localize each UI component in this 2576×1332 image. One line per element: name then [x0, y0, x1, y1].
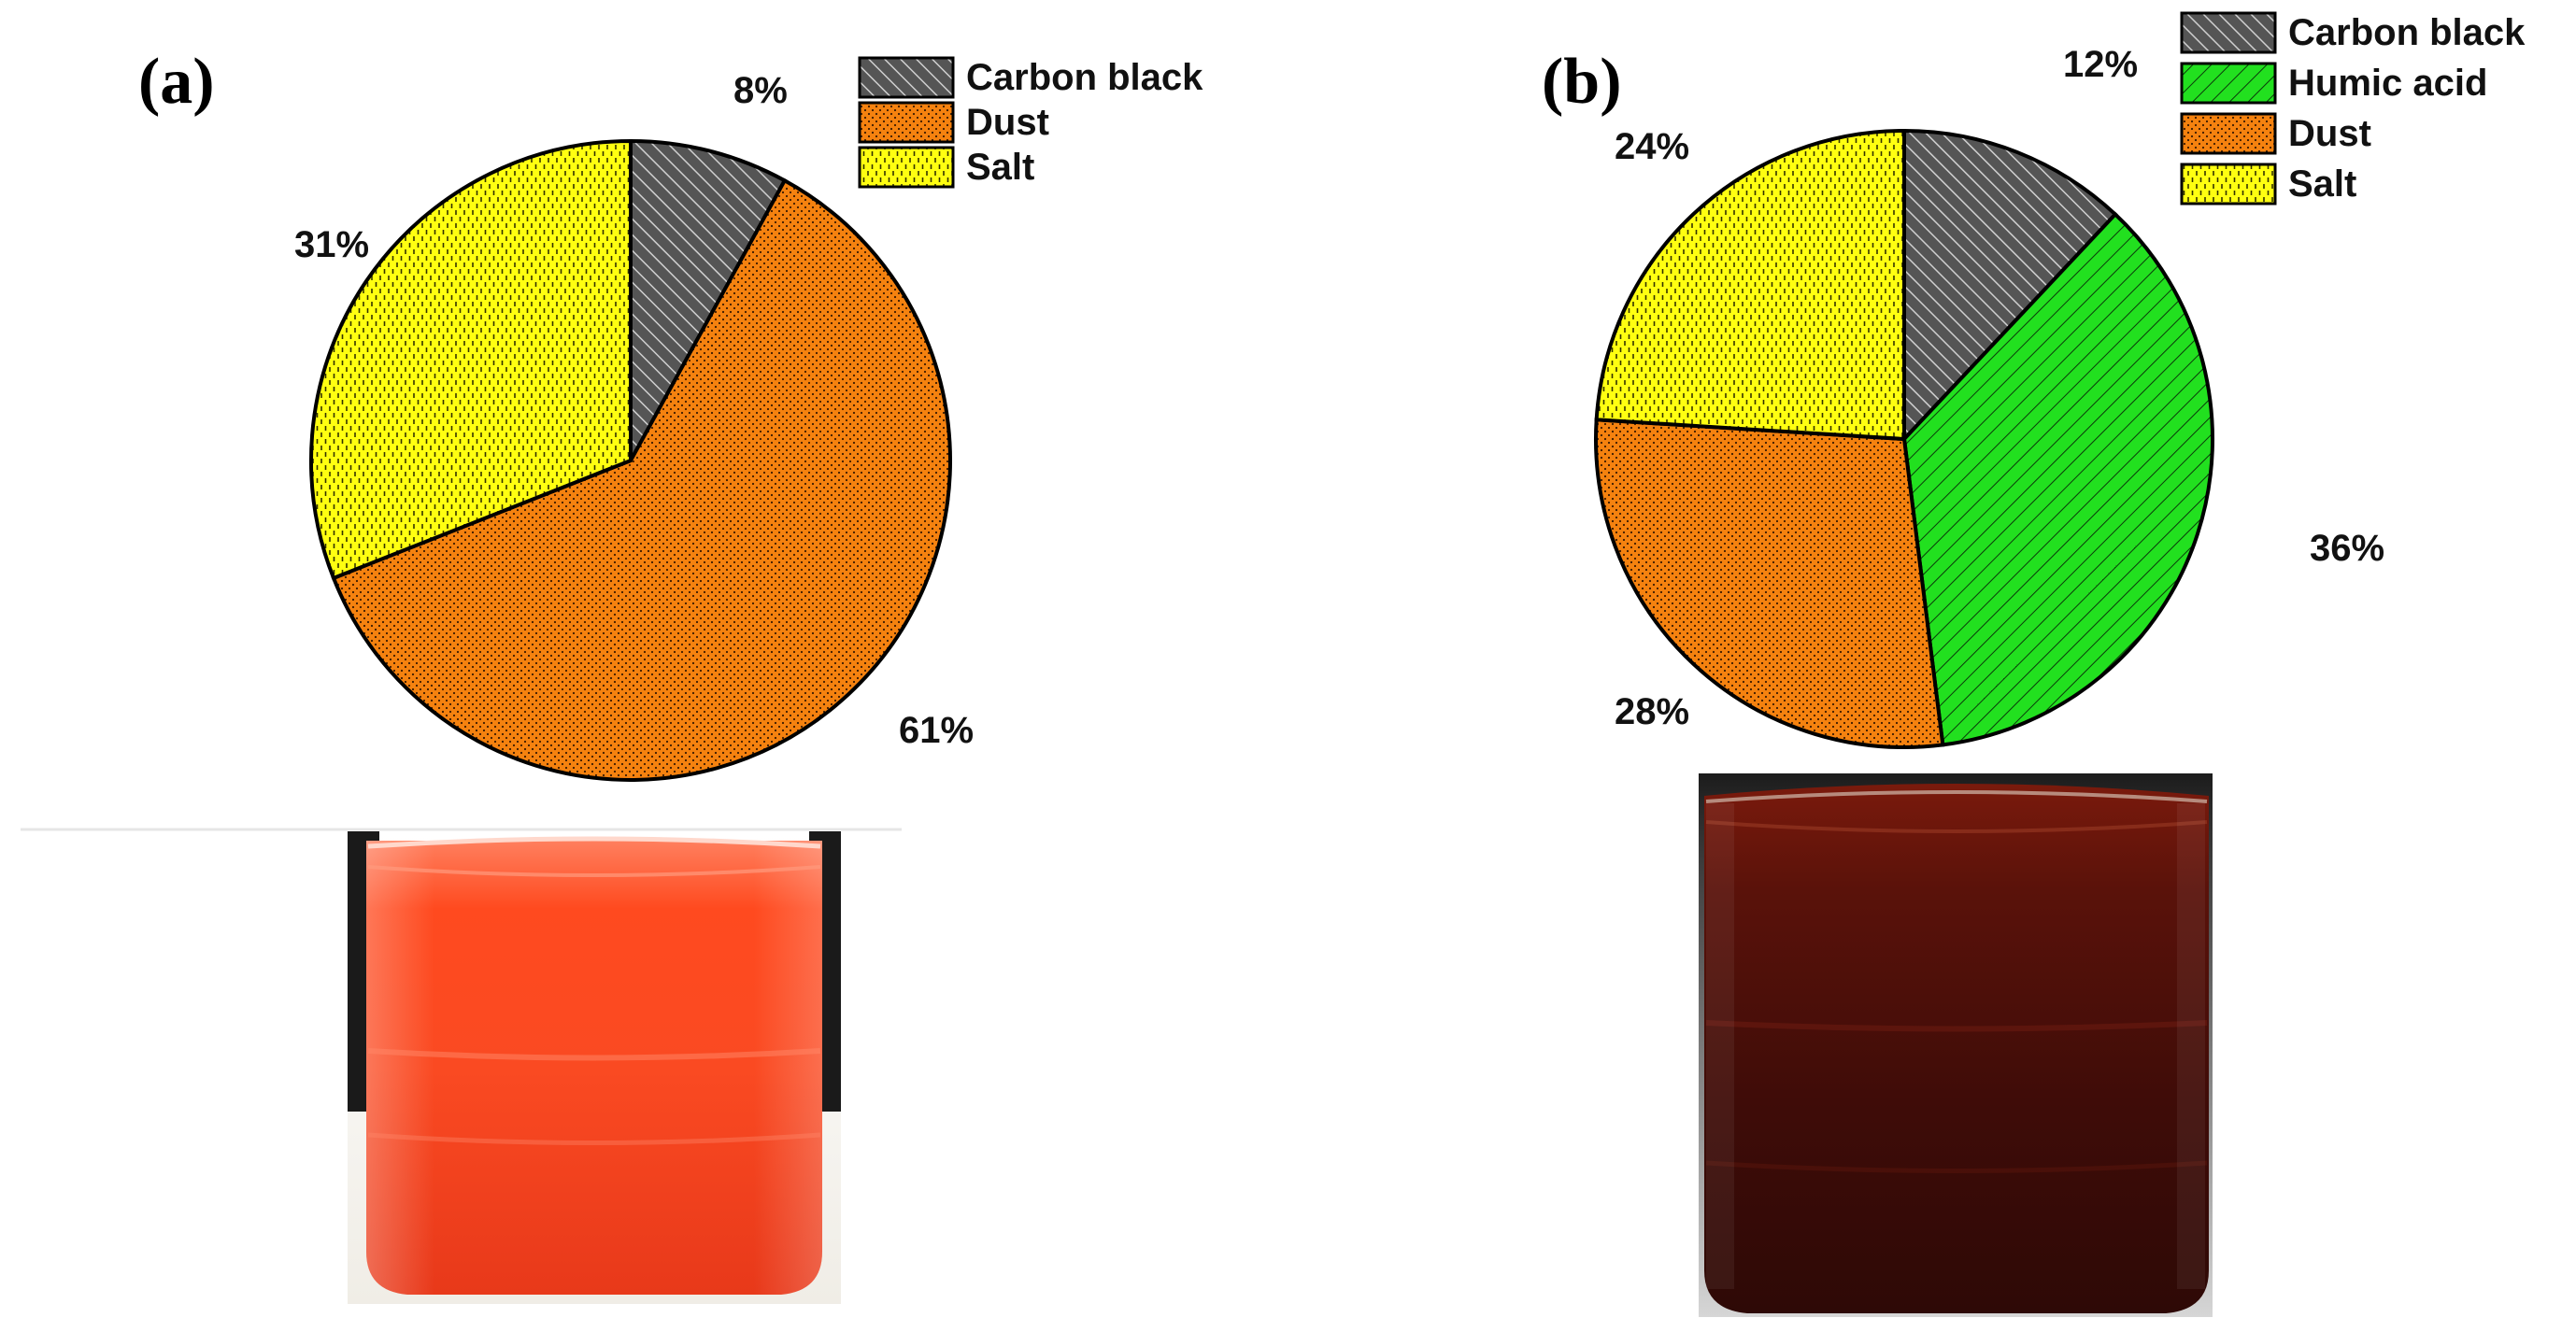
beaker-photo-a — [348, 831, 841, 1304]
legend-swatch-salt — [2180, 163, 2277, 205]
pie-chart-a — [309, 138, 952, 782]
value-label-salt-a: 31% — [294, 224, 369, 265]
pie-slice-humic-acid-b — [1901, 211, 2214, 747]
value-label-dust-a: 61% — [899, 710, 974, 751]
legend-swatch-humic-acid — [2180, 62, 2277, 105]
legend-swatch-carbon-black — [858, 56, 955, 99]
legend-label-humic-acid: Humic acid — [2288, 63, 2487, 104]
pie-slice-carbon-black-a — [629, 138, 788, 461]
legend-swatch-dust — [858, 101, 955, 144]
value-label-carbon-black-a: 8% — [733, 70, 788, 111]
panel-label-b: (b) — [1542, 46, 1622, 118]
pie-slice-carbon-black-b — [1902, 128, 2118, 445]
pie-chart-b — [1594, 128, 2214, 749]
legend-label-salt: Salt — [2288, 163, 2356, 205]
value-label-carbon-black-b: 12% — [2063, 44, 2138, 85]
legend-swatch-salt — [858, 146, 955, 189]
legend-label-dust: Dust — [2288, 113, 2371, 154]
legend-swatch-dust — [2180, 112, 2277, 155]
pie-slice-salt-a — [309, 138, 633, 581]
value-label-humic-acid-b: 36% — [2310, 528, 2384, 569]
value-label-dust-b: 28% — [1615, 691, 1689, 732]
pie-slice-salt-b — [1594, 128, 1906, 442]
panel-label-a: (a) — [138, 46, 215, 118]
legend-swatch-carbon-black — [2180, 11, 2277, 54]
value-labels-b: 12% 36% 28% 24% — [1615, 44, 2384, 732]
legend-label-salt: Salt — [966, 147, 1034, 188]
value-label-salt-b: 24% — [1615, 126, 1689, 167]
legend-b: Carbon black Humic acid Dust Salt — [2180, 11, 2526, 205]
value-labels-a: 8% 61% 31% — [294, 70, 974, 751]
beaker-photo-b — [1699, 773, 2213, 1317]
pie-slice-dust-a — [331, 177, 952, 782]
pie-slice-dust-b — [1594, 418, 1945, 749]
legend-label-carbon-black: Carbon black — [2288, 12, 2526, 53]
legend-label-carbon-black: Carbon black — [966, 57, 1203, 98]
legend-label-dust: Dust — [966, 102, 1049, 143]
